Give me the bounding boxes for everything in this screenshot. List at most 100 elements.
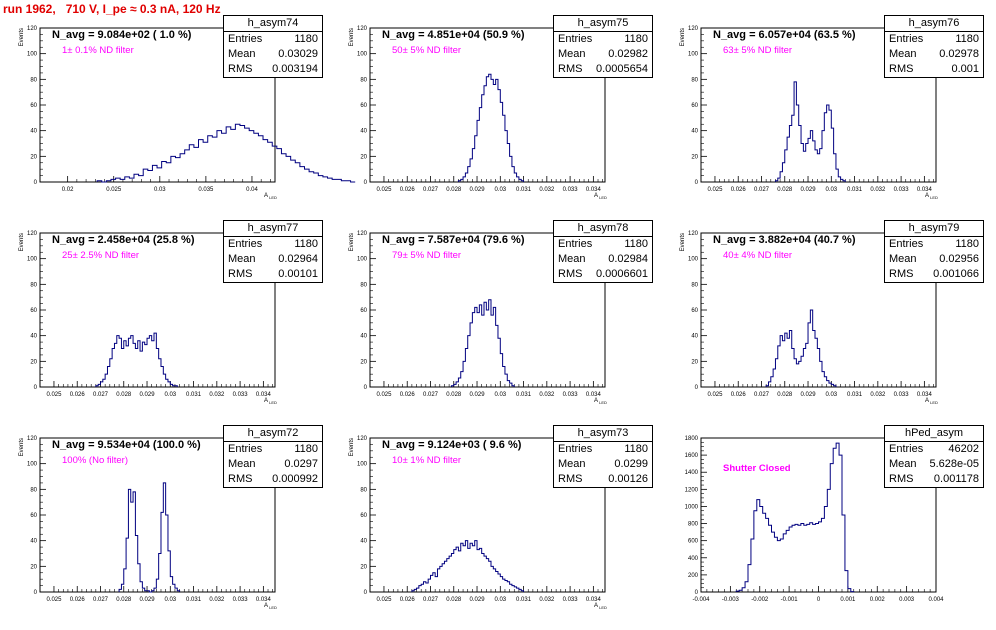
stats-key: Mean	[228, 47, 256, 62]
histogram-bin	[458, 551, 460, 592]
histogram-bin	[498, 90, 500, 182]
stats-key: Entries	[889, 442, 923, 457]
histogram-bin	[816, 524, 819, 592]
stats-rms-value: 0.001	[951, 62, 979, 77]
stats-key: RMS	[228, 62, 252, 77]
histogram-bin	[126, 346, 128, 387]
x-axis-title: A	[264, 398, 268, 404]
histogram-bin	[815, 150, 817, 182]
x-axis-title-subscript: LED	[269, 195, 277, 200]
x-tick-label: 0.032	[209, 597, 225, 603]
x-tick-label: 0.035	[198, 187, 214, 193]
n-avg-label: N_avg = 9.534e+04 (100.0 %)	[52, 439, 201, 451]
x-axis-title-subscript: LED	[930, 400, 938, 405]
y-tick-label: 1200	[685, 487, 699, 493]
x-tick-label: 0.028	[116, 392, 132, 398]
histogram-bin	[268, 142, 273, 182]
histogram-bin	[475, 307, 477, 387]
x-axis-title: A	[594, 603, 598, 609]
x-tick-label: 0.028	[446, 187, 462, 193]
x-axis-title-subscript: LED	[599, 195, 607, 200]
y-tick-label: 40	[360, 129, 367, 135]
x-tick-label: 0.03	[164, 392, 176, 398]
x-tick-label: 0.029	[140, 597, 156, 603]
x-axis-title-subscript: LED	[599, 605, 607, 610]
page-title: run 1962, 710 V, I_pe ≈ 0.3 nA, 120 Hz	[3, 2, 221, 16]
stats-entries-value: 46202	[948, 442, 979, 457]
x-tick-label: 0.027	[93, 392, 109, 398]
histogram-bin	[444, 561, 446, 592]
stats-mean-value: 0.02982	[608, 47, 648, 62]
histogram-bin	[300, 167, 305, 182]
y-tick-label: 60	[30, 103, 37, 109]
x-tick-label: 0.032	[870, 392, 886, 398]
filter-label: 50± 5% ND filter	[392, 45, 461, 56]
x-tick-label: 0.028	[446, 392, 462, 398]
y-tick-label: 100	[27, 52, 38, 58]
histogram-bin	[819, 522, 822, 592]
histogram-bin	[789, 527, 792, 592]
x-tick-label: 0.025	[46, 392, 62, 398]
histogram-name: h_asym79	[885, 221, 983, 237]
histogram-bin	[806, 343, 808, 387]
histogram-bin	[114, 343, 116, 387]
stats-key: Entries	[228, 32, 262, 47]
histogram-bin	[249, 131, 254, 182]
histogram-bin	[199, 140, 204, 182]
x-tick-label: 0.032	[539, 597, 555, 603]
x-tick-label: 0.028	[777, 392, 793, 398]
x-tick-label: 0.031	[516, 597, 532, 603]
y-tick-label: 120	[27, 436, 38, 442]
y-tick-label: 0	[34, 590, 38, 596]
y-tick-label: 20	[691, 359, 698, 365]
x-tick-label: 0.028	[446, 597, 462, 603]
histogram-bin	[208, 136, 213, 182]
stats-key: Mean	[558, 47, 586, 62]
stats-key: Entries	[889, 237, 923, 252]
y-tick-label: 40	[360, 539, 367, 545]
histogram-series-line	[412, 541, 524, 592]
x-tick-label: 0.033	[894, 187, 910, 193]
y-tick-label: 1800	[685, 436, 699, 442]
histogram-bin	[139, 176, 144, 182]
x-tick-label: 0.025	[707, 187, 723, 193]
y-tick-label: 60	[30, 308, 37, 314]
x-tick-label: 0.028	[777, 187, 793, 193]
histogram-bin	[472, 546, 474, 592]
stats-mean-value: 0.02984	[608, 252, 648, 267]
y-tick-label: 20	[30, 359, 37, 365]
histogram-bin	[135, 349, 137, 388]
histogram-bin	[166, 163, 171, 182]
y-tick-label: 600	[688, 539, 699, 545]
histogram-bin	[804, 525, 807, 592]
histogram-bin	[435, 577, 437, 592]
x-tick-label: -0.001	[781, 597, 799, 603]
y-tick-label: 40	[30, 129, 37, 135]
histogram-bin	[323, 177, 328, 182]
histogram-bin	[482, 315, 484, 387]
n-avg-label: N_avg = 9.084e+02 ( 1.0 %)	[52, 29, 191, 41]
histogram-bin	[783, 534, 786, 592]
histogram-bin	[140, 351, 142, 387]
histogram-series-line	[119, 483, 179, 592]
histogram-bin	[171, 156, 176, 182]
histogram-bin	[426, 583, 428, 592]
stats-entries-value: 1180	[624, 442, 648, 457]
x-tick-label: 0.029	[801, 187, 817, 193]
x-tick-label: 0.002	[870, 597, 886, 603]
histogram-bin	[235, 124, 240, 182]
stats-mean-value: 0.02964	[278, 252, 318, 267]
histogram-bin	[493, 84, 495, 182]
y-tick-label: 60	[691, 308, 698, 314]
histogram-bin	[291, 160, 296, 182]
